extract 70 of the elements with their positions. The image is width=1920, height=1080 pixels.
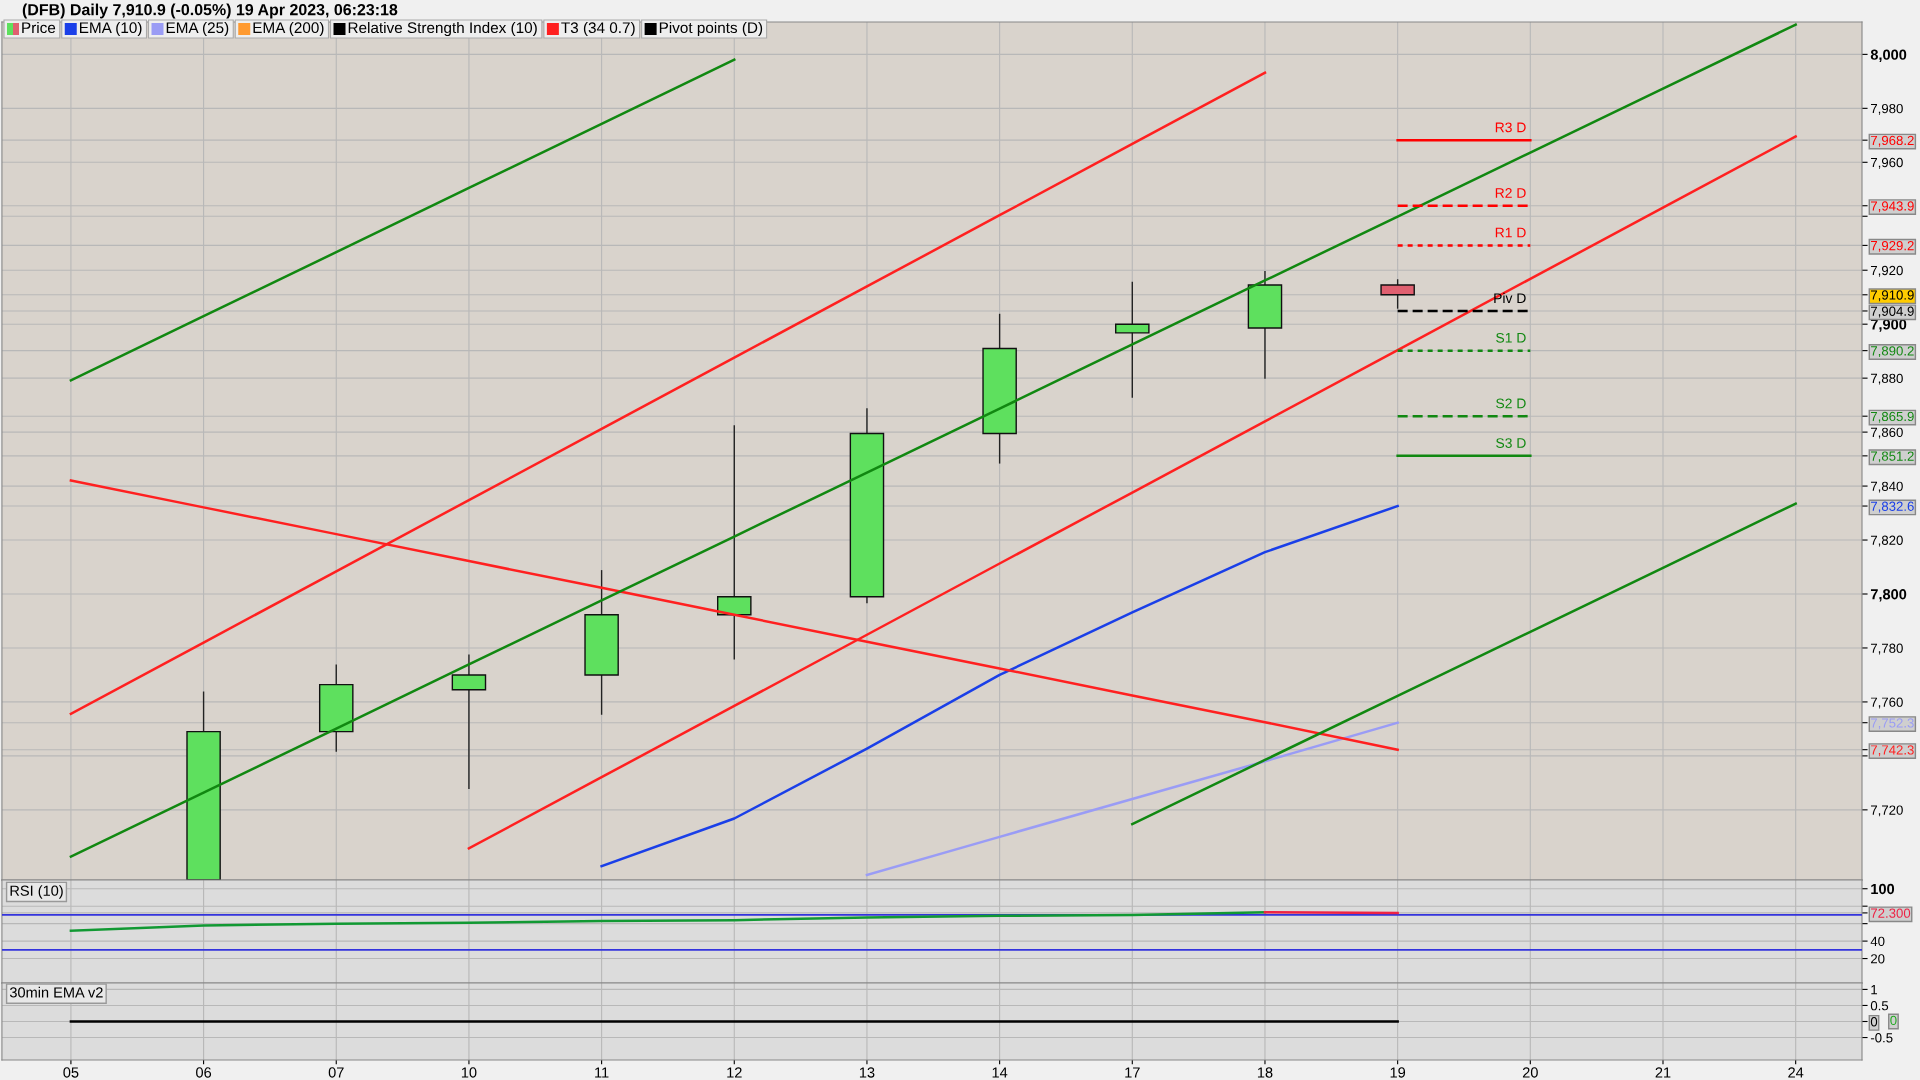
y-tick-label: 7,890.2 [1871, 346, 1914, 358]
annotation: R2 D [1495, 188, 1526, 198]
y-tick-label: -0.5 [1870, 1033, 1893, 1043]
y-tick-label: 8,000 [1870, 49, 1907, 62]
annotation: R3 D [1495, 122, 1526, 133]
legend-label: T3 (34 0.7) [561, 21, 635, 37]
y-tick-label: 7,920 [1871, 265, 1903, 277]
y-tick-label: 20 [1871, 954, 1885, 964]
line-series [1131, 502, 1797, 826]
annotation: 30min EMA v2 [9, 986, 103, 998]
annotation: RSI (10) [10, 885, 63, 899]
candlestick [1115, 281, 1150, 398]
legend-label: Price [22, 21, 56, 34]
annotation: R1 D [1495, 227, 1526, 238]
x-tick-label: 18 [1257, 1067, 1273, 1078]
x-tick-label: 19 [1390, 1067, 1406, 1078]
legend-label: Relative Strength Index (10) [348, 21, 537, 37]
y-tick-label: 7,910.9 [1871, 290, 1914, 302]
y-tick-label: 7,960 [1871, 157, 1903, 169]
legend-label: EMA (25) [166, 21, 229, 37]
line-series [69, 23, 1797, 858]
y-tick-label: 0 [1870, 1017, 1878, 1027]
line-series [69, 911, 1267, 932]
y-tick-label: 7,865.9 [1871, 411, 1914, 423]
y-tick-label: 7,851.2 [1871, 451, 1914, 463]
y-tick-label: 7,904.9 [1871, 306, 1914, 318]
annotation: Piv D [1494, 292, 1526, 303]
x-tick-label: 07 [328, 1067, 344, 1078]
candlestick [451, 654, 487, 789]
annotation: S1 D [1496, 332, 1526, 343]
y-tick-label: 7,929.2 [1871, 240, 1914, 252]
legend-label: Pivot points (D) [659, 21, 763, 37]
y-tick-label: 7,780 [1871, 643, 1903, 655]
annotation: S2 D [1496, 398, 1526, 409]
y-tick-label: 7,760 [1871, 697, 1903, 709]
candlestick [716, 425, 752, 660]
y-tick-label: 7,720 [1871, 805, 1903, 817]
x-tick-label: 11 [595, 1067, 609, 1078]
y-tick-label: 100 [1871, 883, 1895, 895]
x-tick-label: 24 [1788, 1067, 1804, 1078]
y-tick-label: 72.300 [1871, 908, 1911, 918]
annotation: S3 D [1496, 438, 1526, 448]
x-tick-label: 20 [1522, 1067, 1538, 1078]
y-tick-label: 0.5 [1870, 1001, 1889, 1011]
y-tick-label: 7,860 [1871, 427, 1903, 439]
y-tick-label: 7,943.9 [1871, 201, 1914, 213]
line-series [69, 58, 736, 382]
legend-label: EMA (200) [253, 21, 324, 37]
y-tick-label: 7,832.6 [1871, 501, 1914, 513]
y-tick-label: 7,840 [1871, 481, 1903, 493]
y-tick-label: 1 [1871, 985, 1878, 995]
x-tick-label: 06 [196, 1067, 212, 1078]
x-tick-label: 21 [1655, 1067, 1671, 1078]
y-tick-label: 40 [1870, 936, 1885, 947]
x-tick-label: 13 [859, 1067, 875, 1078]
y-tick-label: 7,742.3 [1871, 745, 1914, 757]
y-tick-label: 7,880 [1871, 373, 1903, 385]
y-tick-label: 7,968.2 [1871, 135, 1914, 147]
line-series [865, 721, 1399, 877]
x-tick-label: 05 [63, 1067, 79, 1078]
line-series [600, 504, 1399, 868]
x-tick-label: 12 [727, 1067, 742, 1078]
legend-label: EMA (10) [80, 21, 142, 37]
chart-title: (DFB) Daily 7,910.9 (-0.05%) 19 Apr 2023, 06:23:18 [22, 3, 398, 19]
x-tick-label: 10 [461, 1067, 477, 1078]
x-tick-label: 14 [992, 1067, 1008, 1078]
y-tick-label: 7,800 [1870, 589, 1907, 602]
y-tick-label: 7,820 [1871, 535, 1903, 547]
y-tick-label: 7,980 [1871, 103, 1903, 115]
x-tick-label: 17 [1125, 1067, 1140, 1078]
